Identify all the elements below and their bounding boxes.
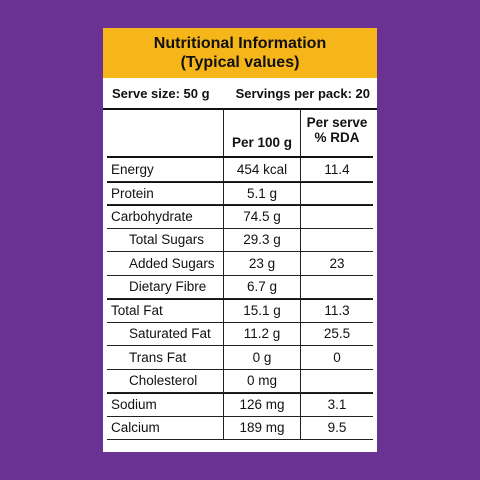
serve-size: Serve size: 50 g	[112, 85, 210, 101]
value-cell: 5.1 g	[223, 182, 301, 204]
table-row: Energy 454 kcal 11.4	[107, 158, 373, 182]
value-cell: 23	[329, 255, 345, 271]
value-cell: 23 g	[223, 252, 301, 275]
header-line: Per serve	[306, 115, 368, 130]
table-row: Calcium 189 mg 9.5	[107, 416, 373, 440]
table-row: Saturated Fat 11.2 g 25.5	[107, 322, 373, 346]
row-label: Carbohydrate	[111, 209, 193, 225]
header-line: % RDA	[314, 130, 360, 145]
header-cell: Per 100 g	[223, 110, 301, 156]
value-cell: 11.3	[324, 303, 350, 319]
row-label: Cholesterol	[129, 373, 198, 389]
table-row: Trans Fat 0 g 0	[107, 346, 373, 370]
title-line: Nutritional Information	[153, 35, 327, 52]
row-label: Saturated Fat	[129, 326, 211, 342]
value-cell: 454 kcal	[223, 158, 301, 181]
table-header: Per 100 g Per serve % RDA	[107, 110, 373, 158]
table-row: Sodium 126 mg 3.1	[107, 393, 373, 417]
row-label: Sodium	[111, 397, 157, 413]
table-row: Cholesterol 0 mg	[107, 369, 373, 393]
header-cell	[107, 110, 223, 156]
serving-row: Serve size: 50 g Servings per pack: 20	[103, 78, 377, 110]
value-cell: 15.1 g	[223, 300, 301, 322]
row-label: Energy	[111, 161, 154, 177]
value-cell	[301, 276, 373, 299]
value-cell	[301, 370, 373, 393]
row-label: Calcium	[111, 420, 160, 436]
value-cell: 189 mg	[223, 416, 301, 439]
value-cell	[301, 229, 373, 252]
value-cell: 0 g	[223, 346, 301, 369]
header-cell: Per serve % RDA	[301, 110, 373, 156]
servings-per-pack: Servings per pack: 20	[235, 85, 370, 101]
header: Nutritional Information (Typical values)	[103, 28, 377, 78]
value-cell: 11.4	[324, 161, 350, 177]
row-label: Total Fat	[111, 303, 163, 319]
value-cell: 126 mg	[223, 394, 301, 416]
table-row: Added Sugars 23 g 23	[107, 252, 373, 276]
table-row: Protein 5.1 g	[107, 181, 373, 205]
value-cell: 0	[333, 349, 341, 365]
table-row: Total Fat 15.1 g 11.3	[107, 299, 373, 323]
value-cell: 6.7 g	[223, 275, 301, 298]
row-label: Added Sugars	[129, 255, 215, 271]
value-cell: 25.5	[323, 326, 351, 342]
value-cell	[301, 183, 373, 205]
row-label: Dietary Fibre	[129, 279, 207, 295]
value-cell: 0 mg	[223, 369, 301, 392]
table-row: Total Sugars 29.3 g	[107, 228, 373, 252]
value-cell	[301, 206, 373, 228]
value-cell: 9.5	[327, 420, 347, 436]
row-label: Total Sugars	[129, 232, 205, 248]
row-label: Protein	[111, 185, 154, 201]
title-line: (Typical values)	[180, 54, 300, 71]
table-row: Dietary Fibre 6.7 g	[107, 275, 373, 299]
nutrition-card: Nutritional Information (Typical values)…	[103, 28, 377, 452]
value-cell: 3.1	[327, 397, 347, 413]
value-cell: 29.3 g	[223, 228, 301, 251]
value-cell: 74.5 g	[223, 206, 301, 228]
table: Per 100 g Per serve % RDA Energy 454 kcal…	[107, 110, 373, 440]
value-cell: 11.2 g	[223, 322, 301, 345]
row-label: Trans Fat	[129, 349, 187, 365]
table-row: Carbohydrate 74.5 g	[107, 205, 373, 229]
